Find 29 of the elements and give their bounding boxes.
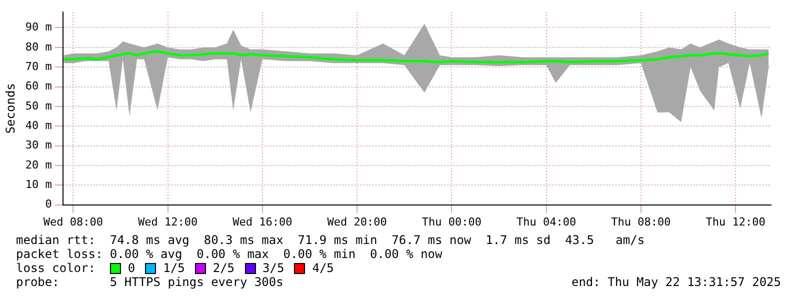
x-tick-label: Thu 00:00 xyxy=(422,215,482,228)
x-tick-label: Wed 12:00 xyxy=(138,215,198,228)
y-tick-label: 50 m xyxy=(25,99,52,112)
x-tick-label: Wed 08:00 xyxy=(43,215,103,228)
legend-label: 4/5 xyxy=(312,261,334,275)
y-tick-label: 10 m xyxy=(25,178,52,191)
y-axis-title: Seconds xyxy=(3,83,18,134)
y-tick-label: 90 m xyxy=(25,20,52,34)
legend-label: 1/5 xyxy=(163,261,185,275)
x-tick-label: Wed 16:00 xyxy=(232,215,292,228)
y-tick-label: 0 xyxy=(45,198,52,211)
text: packet loss: 0.00 % avg 0.00 % max 0.00 % min 0.00 % now xyxy=(16,247,444,261)
legend-label: 3/5 xyxy=(262,261,284,275)
y-tick-label: 40 m xyxy=(25,118,52,132)
y-tick-label: 30 m xyxy=(25,138,52,152)
x-tick-label: Thu 08:00 xyxy=(611,215,671,228)
y-tick-label: 20 m xyxy=(25,158,52,172)
y-tick-label: 80 m xyxy=(25,40,52,54)
x-tick-label: Thu 04:00 xyxy=(516,215,576,228)
y-tick-label: 60 m xyxy=(25,80,52,93)
x-tick-label: Thu 12:00 xyxy=(706,215,766,228)
x-tick-label: Wed 20:00 xyxy=(327,215,387,228)
text: median rtt: 74.8 ms avg 80.3 ms max 71.9 ms min 76.7 ms now 1.7 ms sd 43.5 am/s xyxy=(16,233,646,247)
text: probe: 5 HTTPS pings every 300s xyxy=(16,275,284,289)
y-tick-label: 70 m xyxy=(25,60,52,73)
text: end: Thu May 22 13:31:57 2025 xyxy=(571,275,781,289)
legend-title: loss color: xyxy=(16,261,96,275)
legend-label: 2/5 xyxy=(212,261,235,275)
legend-label: 0 xyxy=(128,261,136,275)
